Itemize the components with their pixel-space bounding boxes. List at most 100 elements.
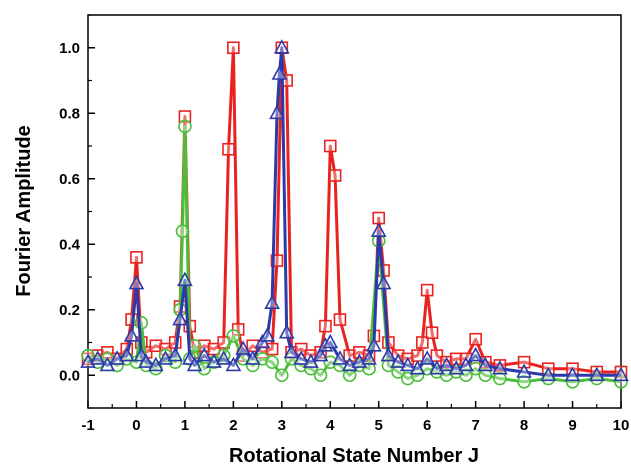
data-point [333, 313, 347, 326]
data-point [323, 139, 337, 153]
data-point [269, 104, 285, 120]
data-point [517, 374, 531, 389]
data-point [425, 326, 439, 339]
data-point [458, 356, 474, 372]
data-point [399, 356, 416, 372]
data-point [197, 361, 212, 376]
data-point [479, 355, 492, 369]
data-point [278, 324, 295, 339]
data-point [332, 350, 348, 365]
data-point [381, 358, 396, 373]
data-point [517, 355, 531, 369]
data-point [468, 361, 483, 376]
data-point [225, 356, 242, 372]
data-point [319, 319, 332, 333]
data-point [419, 350, 436, 365]
data-point [391, 365, 405, 379]
data-point [449, 352, 463, 366]
data-point [343, 349, 356, 362]
data-point [375, 274, 392, 290]
data-point [197, 339, 211, 353]
y-tick-label: 0.4 [59, 236, 81, 253]
y-tick-label: 0.8 [59, 105, 80, 122]
data-point [322, 333, 339, 349]
data-point [469, 332, 482, 346]
data-point [172, 310, 188, 326]
data-point [477, 356, 494, 372]
data-point [493, 359, 507, 372]
data-point [467, 346, 484, 362]
x-tick-label: 2 [229, 417, 237, 434]
series-triangle [80, 39, 629, 382]
data-point [128, 274, 145, 290]
data-point [244, 350, 261, 365]
data-point [259, 327, 276, 342]
x-tick-label: 7 [471, 417, 479, 434]
y-tick-label: 0.0 [59, 367, 80, 384]
data-point [178, 119, 192, 134]
data-point [196, 346, 213, 362]
data-point [588, 366, 605, 382]
series-square [81, 41, 628, 379]
data-point [167, 346, 184, 362]
y-tick-label: 1.0 [59, 40, 80, 57]
data-point [353, 346, 366, 359]
data-point [149, 339, 163, 353]
data-point [516, 363, 532, 378]
x-axis-ticks: -1 0 1 2 3 4 5 6 7 8 9 10 [81, 401, 629, 434]
series-line [87, 46, 621, 377]
x-tick-label: 10 [613, 417, 630, 434]
data-point [293, 350, 310, 365]
data-point [138, 353, 154, 368]
data-point [411, 349, 424, 362]
x-tick-label: 4 [326, 417, 335, 434]
data-point [294, 342, 308, 356]
data-point [361, 350, 377, 365]
data-point [283, 343, 300, 359]
data-point [438, 356, 455, 372]
x-axis-title: Rotational State Number J [229, 445, 479, 467]
data-point [564, 366, 581, 382]
data-point [186, 356, 203, 372]
y-axis-title: Fourier Amplitude [13, 125, 35, 296]
data-point [492, 360, 508, 375]
data-point [273, 39, 290, 54]
series-line [87, 46, 621, 374]
data-point [328, 169, 342, 182]
data-point [420, 283, 434, 297]
data-point [313, 368, 328, 383]
data-point [123, 327, 140, 342]
y-axis-ticks: 0.0 0.2 0.4 0.6 0.8 1.0 [59, 14, 95, 409]
data-point [215, 350, 232, 365]
data-point [226, 329, 241, 343]
data-point [416, 336, 429, 349]
data-point [370, 222, 387, 237]
series-layer [80, 39, 629, 389]
x-tick-label: 0 [132, 417, 140, 434]
data-point [372, 211, 386, 225]
data-point [270, 254, 284, 267]
data-point [390, 353, 406, 368]
data-point [312, 346, 329, 362]
x-tick-label: 6 [423, 417, 431, 434]
x-tick-label: 1 [181, 417, 189, 434]
data-point [614, 365, 628, 379]
data-point [342, 368, 357, 383]
data-point [134, 316, 149, 330]
data-point [409, 360, 426, 375]
data-point [478, 368, 493, 383]
data-point [366, 337, 382, 352]
data-point [235, 340, 251, 355]
y-tick-label: 0.2 [59, 302, 80, 319]
data-point [130, 251, 143, 264]
data-point [118, 346, 135, 362]
data-point [264, 294, 280, 310]
data-point [275, 368, 289, 383]
data-point [177, 271, 193, 287]
x-tick-label: 3 [278, 417, 286, 434]
data-point [89, 350, 106, 365]
data-point [540, 366, 557, 382]
data-point [271, 65, 288, 80]
data-point [222, 142, 235, 156]
